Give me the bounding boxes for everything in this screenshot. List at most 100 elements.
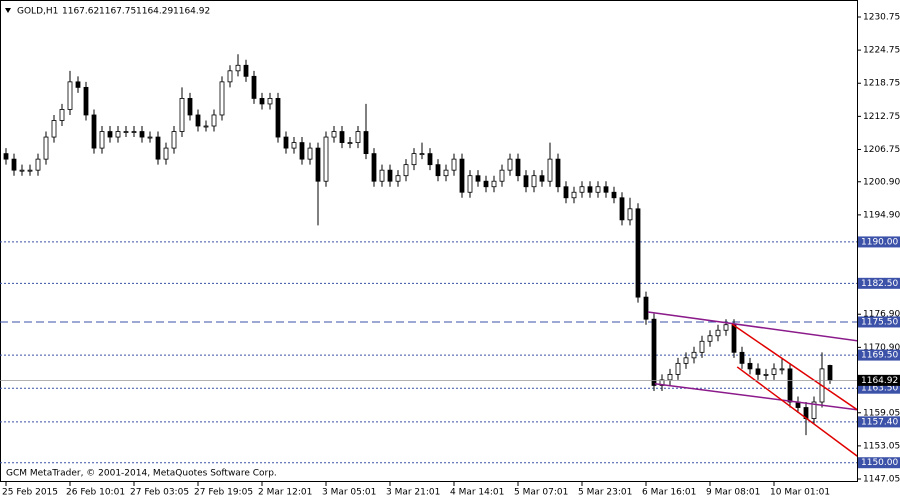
level-label-box xyxy=(858,236,900,248)
candle-body xyxy=(3,153,9,160)
x-tick-label: 3 Mar 21:01 xyxy=(386,488,440,498)
plot-frame xyxy=(0,0,858,482)
current-price-box xyxy=(858,374,900,386)
candle-body xyxy=(595,186,601,193)
level-label: 1163.50 xyxy=(861,384,898,394)
candle-body xyxy=(179,98,185,132)
candle-body xyxy=(331,131,337,138)
candle-body xyxy=(507,158,513,171)
candle-body xyxy=(731,324,737,353)
candle-body xyxy=(467,175,473,193)
candle-body xyxy=(651,318,657,386)
candle-body xyxy=(291,142,297,149)
candle-body xyxy=(691,351,697,359)
candle-body xyxy=(339,131,345,143)
candle-body xyxy=(563,186,569,199)
candle-body xyxy=(379,169,385,182)
candle-body xyxy=(59,109,65,121)
candle-body xyxy=(515,158,521,177)
candle-body xyxy=(307,147,313,160)
y-tick-label: 1153.05 xyxy=(863,441,900,451)
candle-body xyxy=(763,374,769,376)
candle-body xyxy=(475,175,481,182)
candle-body xyxy=(227,70,233,83)
candle-body xyxy=(163,147,169,160)
candle-body xyxy=(491,180,497,188)
candle-body xyxy=(683,357,689,364)
menu-arrow xyxy=(5,8,11,13)
level-label-box xyxy=(858,349,900,361)
candle-body xyxy=(779,368,785,371)
x-tick-label: 10 Mar 01:01 xyxy=(770,488,830,498)
x-tick-label: 2 Mar 12:01 xyxy=(258,488,312,498)
y-tick-label: 1206.75 xyxy=(863,145,900,155)
candle-body xyxy=(19,169,25,172)
candle-body xyxy=(315,147,321,182)
level-label-box xyxy=(858,316,900,328)
candle-body xyxy=(395,175,401,182)
candle-body xyxy=(51,120,57,138)
candle-body xyxy=(203,125,209,128)
trendline xyxy=(647,311,857,342)
candle-body xyxy=(99,131,105,149)
y-tick-label: 1176.90 xyxy=(863,310,900,320)
candle-body xyxy=(131,131,137,133)
candle-body xyxy=(675,362,681,375)
y-tick-label: 1224.75 xyxy=(863,46,900,56)
y-tick-label: 1159.05 xyxy=(863,408,900,418)
candle-body xyxy=(667,374,673,381)
candle-body xyxy=(107,131,113,138)
x-tick-label: 5 Mar 07:01 xyxy=(514,488,568,498)
candle-body xyxy=(371,153,377,182)
x-tick-label: 25 Feb 2015 xyxy=(2,488,58,498)
y-tick-label: 1170.90 xyxy=(863,343,900,353)
level-label-box xyxy=(858,382,900,394)
candle-body xyxy=(555,158,561,188)
candle-body xyxy=(275,98,281,138)
candle-body xyxy=(827,365,833,381)
candle-body xyxy=(547,158,553,182)
candle-body xyxy=(499,169,505,182)
candle-body xyxy=(171,131,177,149)
level-label: 1175.50 xyxy=(861,317,898,327)
header: GOLD,H1 xyxy=(17,7,58,17)
candle-body xyxy=(147,136,153,139)
level-label: 1157.40 xyxy=(861,417,898,427)
candle-body xyxy=(115,131,121,138)
level-label-box xyxy=(858,416,900,428)
footer: GCM MetaTrader, © 2001-2014, MetaQuotes … xyxy=(6,469,277,479)
candle-body xyxy=(787,368,793,403)
candle-body xyxy=(427,153,433,166)
candle-body xyxy=(579,186,585,193)
candle-body xyxy=(715,329,721,337)
candle-body xyxy=(603,186,609,193)
header-value: 1167.75 xyxy=(99,7,136,17)
candle-body xyxy=(347,142,353,144)
candle-body xyxy=(91,114,97,149)
level-label: 1190.00 xyxy=(861,237,898,247)
candle-body xyxy=(187,98,193,116)
plot xyxy=(0,54,857,464)
level-label-box xyxy=(858,277,900,289)
candle-body xyxy=(139,131,145,138)
candle-body xyxy=(251,75,257,99)
candle-body xyxy=(739,351,745,364)
x-tick-label: 4 Mar 14:01 xyxy=(450,488,504,498)
x-tick-label: 3 Mar 05:01 xyxy=(322,488,376,498)
x-tick-label: 27 Feb 19:05 xyxy=(194,488,253,498)
candle-body xyxy=(723,324,729,331)
candle-body xyxy=(235,64,241,72)
y-tick-label: 1218.75 xyxy=(863,79,900,89)
candle-body xyxy=(283,136,289,149)
x-tick-label: 26 Feb 10:01 xyxy=(66,488,125,498)
candle-body xyxy=(587,186,593,193)
candle-body xyxy=(627,208,633,221)
candle-body xyxy=(403,164,409,177)
candle-body xyxy=(67,81,73,110)
candle-body xyxy=(243,64,249,77)
candle-body xyxy=(267,98,273,105)
candle-body xyxy=(771,368,777,375)
candle-body xyxy=(747,362,753,370)
candle-body xyxy=(643,296,649,320)
